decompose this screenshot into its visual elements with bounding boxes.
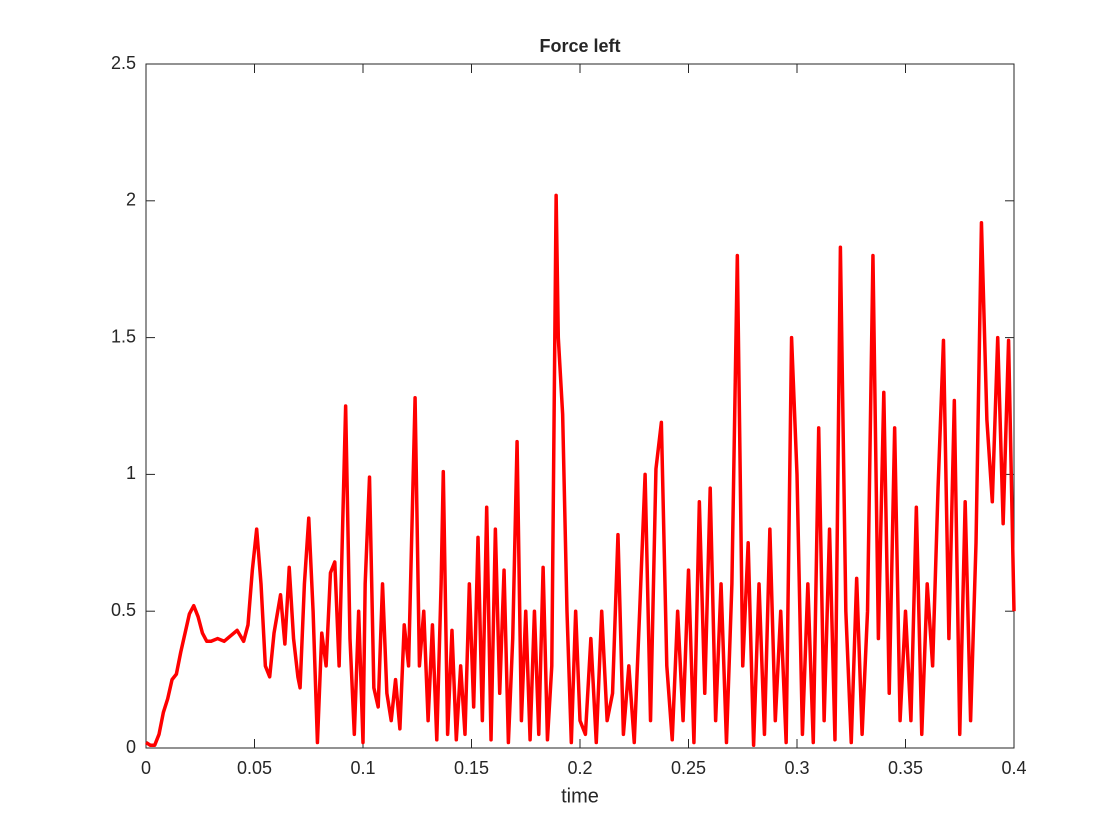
chart-title: Force left	[539, 36, 620, 56]
x-tick-label: 0.25	[671, 758, 706, 778]
x-axis-label: time	[561, 785, 599, 807]
y-tick-label: 2	[126, 190, 136, 210]
x-tick-label: 0.15	[454, 758, 489, 778]
x-tick-label: 0.1	[350, 758, 375, 778]
y-tick-label: 1.5	[111, 326, 136, 346]
y-tick-label: 1	[126, 463, 136, 483]
y-tick-label: 2.5	[111, 53, 136, 73]
x-tick-label: 0	[141, 758, 151, 778]
x-tick-label: 0.4	[1001, 758, 1026, 778]
y-tick-label: 0.5	[111, 600, 136, 620]
x-tick-label: 0.3	[784, 758, 809, 778]
x-tick-label: 0.05	[237, 758, 272, 778]
y-tick-label: 0	[126, 737, 136, 757]
x-tick-label: 0.35	[888, 758, 923, 778]
x-tick-label: 0.2	[567, 758, 592, 778]
data-line	[145, 193, 1016, 748]
